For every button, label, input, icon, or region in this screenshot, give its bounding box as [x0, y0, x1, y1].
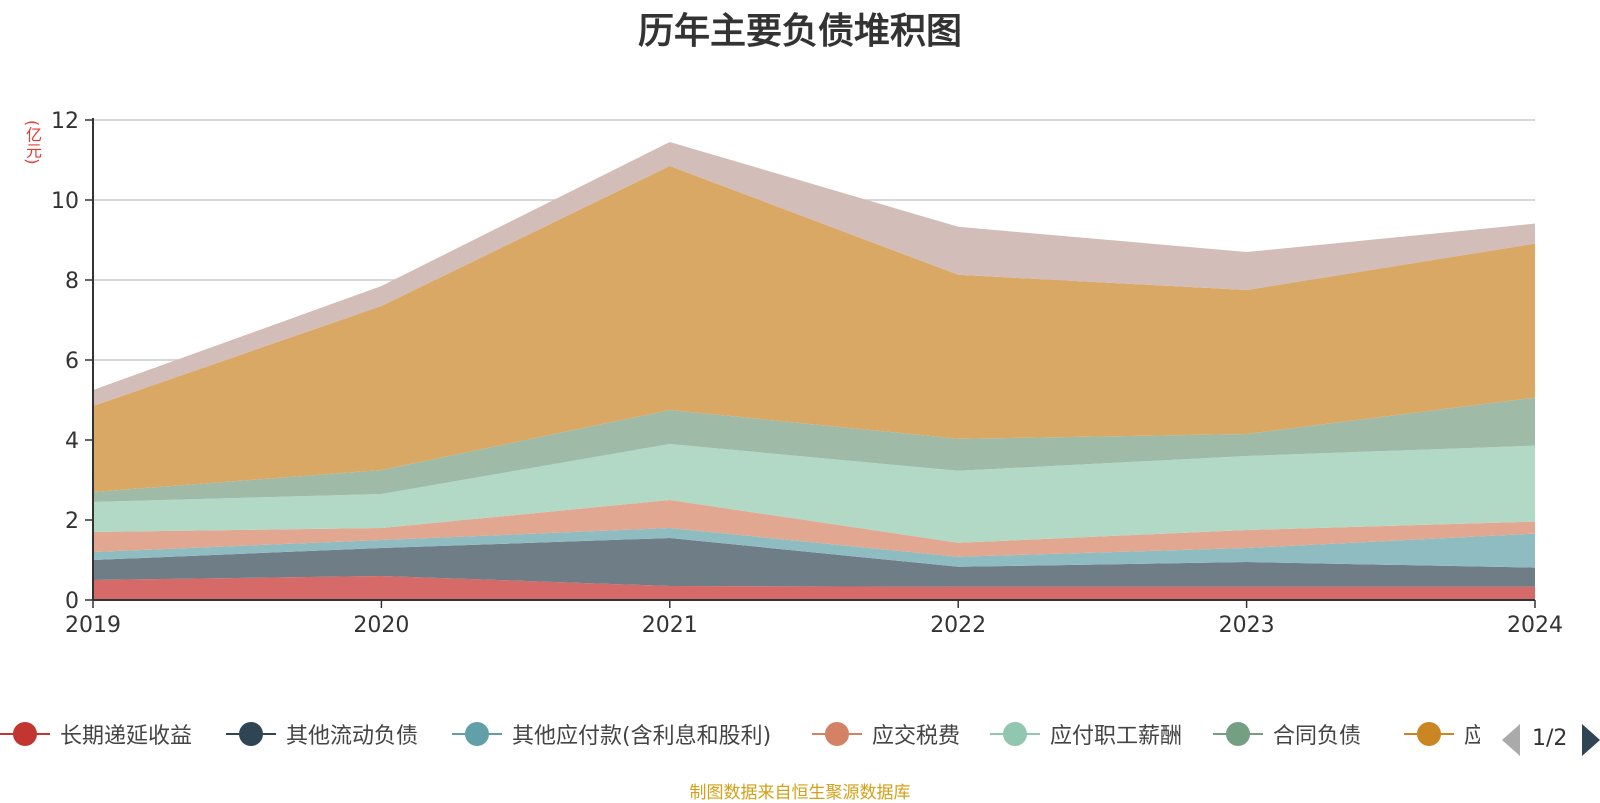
legend-label: 应付职工薪酬: [1050, 724, 1183, 749]
area-series-4: [93, 444, 1535, 543]
legend-marker-icon: [812, 722, 862, 746]
legend-marker-icon: [990, 722, 1040, 746]
area-series-0: [93, 576, 1535, 600]
legend-item[interactable]: 合同负债: [1213, 718, 1361, 750]
legend-marker-icon: [1404, 722, 1454, 746]
chart-title: 历年主要负债堆积图: [637, 11, 962, 52]
x-tick-label: 2021: [642, 613, 698, 638]
legend-marker-icon: [0, 722, 50, 746]
area-series-5: [93, 397, 1535, 502]
legend-item[interactable]: 其他应付款(含利息和股利): [452, 718, 771, 750]
axes: 0 2 4 6 8 10 12 2019 2020 2021 2022 2023 2024: [51, 109, 1563, 638]
y-tick-label: 10: [51, 189, 79, 214]
y-tick-label: 8: [65, 269, 79, 294]
data-source-note: 制图数据来自恒生聚源数据库: [689, 783, 911, 803]
legend-marker-icon: [452, 722, 502, 746]
y-tick-label: 2: [65, 509, 79, 534]
area-series-6: [93, 166, 1535, 492]
legend-marker-icon: [1213, 722, 1263, 746]
legend-marker-icon: [226, 722, 276, 746]
legend-item[interactable]: 应付职工薪酬: [990, 718, 1182, 750]
x-tick-label: 2020: [353, 613, 409, 638]
y-tick-label: 0: [65, 589, 79, 614]
y-tick-label: 4: [65, 429, 79, 454]
legend-label: 合同负债: [1273, 724, 1362, 749]
y-tick-label: 6: [65, 349, 79, 374]
area-series-2: [93, 528, 1535, 568]
legend-label: 应交税费: [872, 724, 961, 749]
legend-label: 其他应付款(含利息和股利): [512, 724, 772, 749]
legend-item[interactable]: 长期递延收益: [0, 718, 192, 750]
legend-label: 应付账款: [1464, 724, 1480, 749]
legend-item[interactable]: 其他流动负债: [226, 718, 418, 750]
legend-label: 其他流动负债: [286, 724, 419, 749]
legend-label: 长期递延收益: [60, 724, 193, 749]
legend-next-page-icon[interactable]: [1582, 724, 1600, 756]
legend-page-indicator: 1/2: [1532, 726, 1568, 751]
legend-items: 长期递延收益 其他流动负债 其他应付款(含利息和股利) 应交税费 应付职工薪酬 合同负债 应…: [0, 714, 1480, 754]
legend-item[interactable]: 应交税费: [812, 718, 960, 750]
x-tick-label: 2022: [930, 613, 986, 638]
area-series-3: [93, 500, 1535, 557]
area-series-7: [93, 142, 1535, 406]
x-tick-label: 2023: [1219, 613, 1275, 638]
legend: 长期递延收益 其他流动负债 其他应付款(含利息和股利) 应交税费 应付职工薪酬 合同负债 应…: [0, 714, 1600, 756]
y-tick-label: 12: [51, 109, 79, 134]
area-series: [93, 142, 1535, 600]
y-axis-unit: (亿元): [23, 120, 42, 165]
x-tick-label: 2024: [1507, 613, 1563, 638]
area-series-1: [93, 538, 1535, 587]
x-tick-label: 2019: [65, 613, 121, 638]
legend-prev-page-icon[interactable]: [1502, 724, 1520, 756]
legend-item[interactable]: 应付账款: [1404, 718, 1480, 750]
